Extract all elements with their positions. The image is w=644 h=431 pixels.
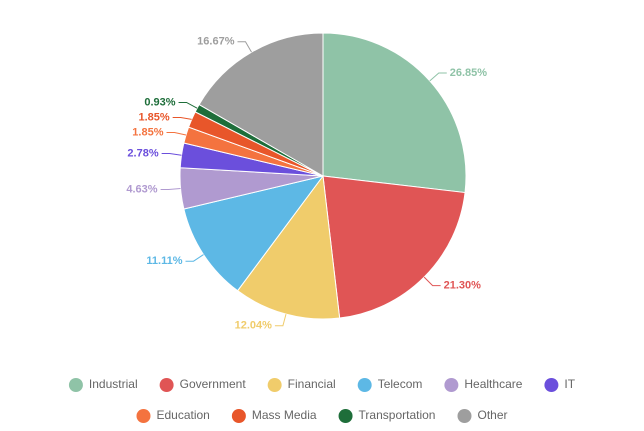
legend-label: Mass Media — [252, 408, 317, 422]
leader-line — [160, 187, 181, 191]
legend-swatch — [267, 378, 282, 392]
legend-item: Telecom — [357, 377, 423, 392]
legend-label: Transportation — [359, 408, 436, 422]
legend-label: Financial — [288, 377, 336, 391]
legend-swatch — [68, 378, 83, 392]
legend-label: Industrial — [89, 377, 138, 391]
legend-item: Other — [457, 408, 508, 423]
value-label: 1.85% — [138, 111, 169, 123]
legend-swatch — [231, 409, 246, 423]
legend-item: Mass Media — [231, 408, 317, 423]
legend-label: Education — [156, 408, 209, 422]
legend-item: Education — [136, 408, 210, 423]
value-label: 1.85% — [132, 126, 163, 138]
legend-swatch — [444, 378, 459, 392]
value-label: 0.93% — [144, 96, 175, 108]
leader-line — [166, 131, 187, 136]
legend-swatch — [159, 378, 174, 392]
value-label: 2.78% — [127, 147, 158, 159]
pie-slice — [198, 32, 324, 177]
value-label: 11.11% — [146, 255, 182, 267]
value-label: 4.63% — [126, 183, 157, 195]
leader-line — [178, 101, 198, 109]
legend-swatch — [457, 409, 472, 423]
leader-line — [185, 254, 204, 262]
legend-item: Healthcare — [444, 377, 523, 392]
pie-slice — [322, 175, 466, 319]
leader-line — [423, 276, 441, 287]
leader-line — [274, 314, 287, 327]
pie-slice — [183, 175, 325, 292]
legend-swatch — [338, 409, 353, 423]
value-label: 12.04% — [235, 320, 273, 332]
legend-swatch — [136, 409, 151, 423]
legend-label: IT — [564, 377, 575, 391]
leader-line — [237, 41, 252, 53]
leader-line — [429, 72, 447, 82]
legend-item: Government — [159, 377, 247, 392]
leader-line — [172, 116, 192, 120]
legend-item: Financial — [267, 377, 336, 392]
legend-item: IT — [544, 377, 576, 392]
legend-label: Government — [180, 377, 247, 391]
pie-slice — [236, 174, 341, 320]
value-label: 26.85% — [450, 67, 488, 79]
value-label: 21.30% — [444, 279, 482, 291]
legend-swatch — [357, 378, 372, 392]
legend-label: Other — [477, 408, 507, 422]
legend-swatch — [544, 378, 559, 392]
legend-label: Telecom — [378, 377, 423, 391]
legend-item: Industrial — [68, 377, 138, 392]
leader-line — [161, 153, 182, 156]
pie-slice — [322, 32, 467, 194]
legend-item: Transportation — [338, 408, 436, 423]
value-label: 16.67% — [197, 36, 235, 48]
legend-label: Healthcare — [464, 377, 522, 391]
